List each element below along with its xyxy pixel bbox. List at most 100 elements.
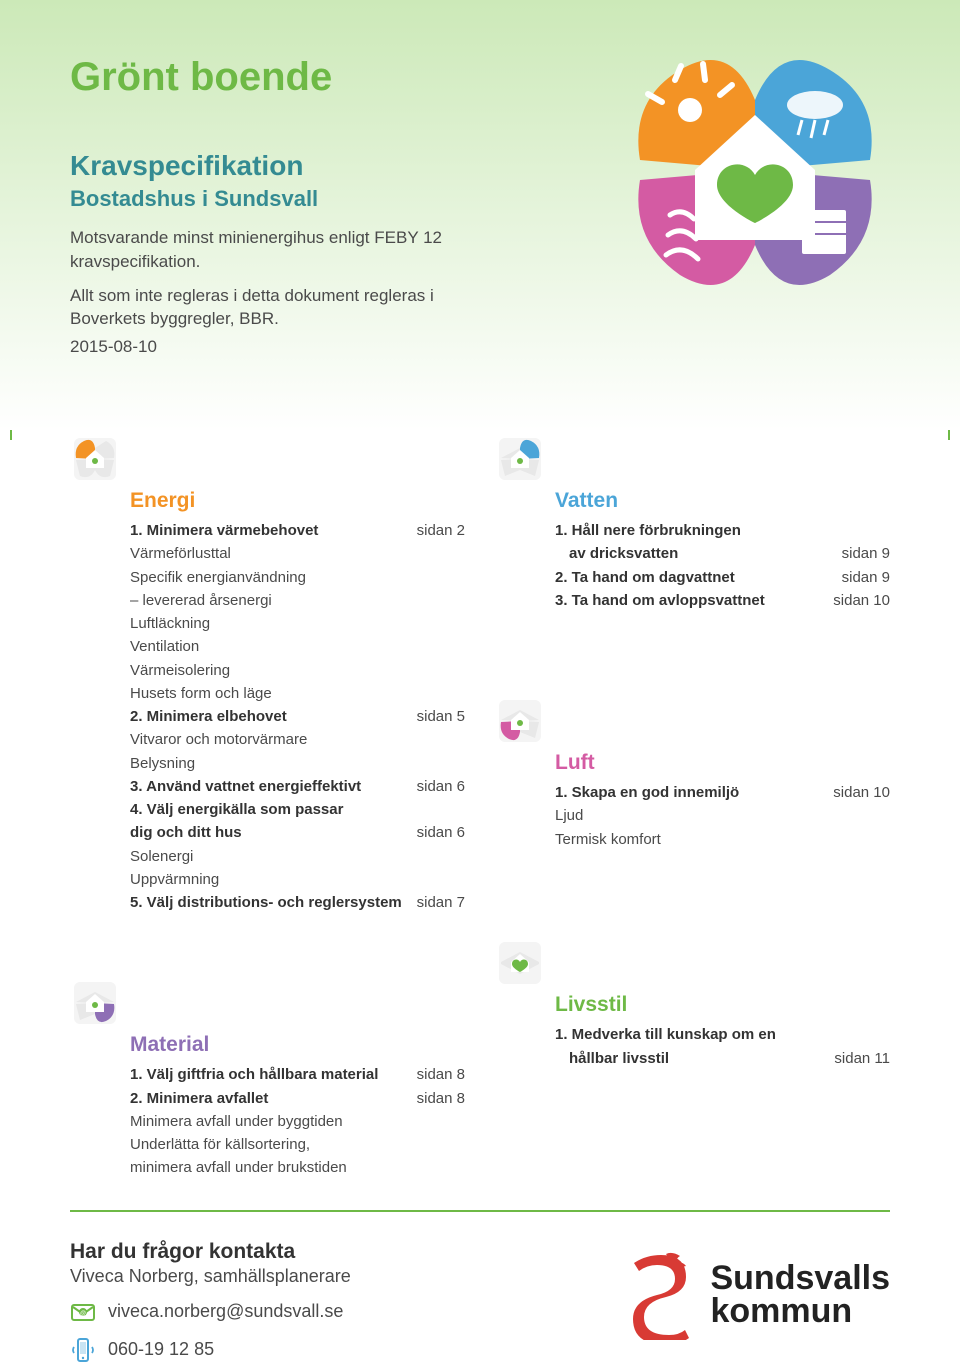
phone-text: 060-19 12 85 bbox=[108, 1339, 214, 1360]
right-column-2: Livsstil 1. Medverka till kunskap om en … bbox=[495, 934, 890, 1179]
vatten-body: 1. Håll nere förbrukningen av dricksvatt… bbox=[555, 519, 890, 612]
toc-label: – levererad årsenergi bbox=[130, 589, 465, 612]
contact-email-row: @ viveca.norberg@sundsvall.se bbox=[70, 1299, 351, 1325]
org-text: Sundsvalls kommun bbox=[710, 1262, 890, 1327]
footer: Har du frågor kontakta Viveca Norberg, s… bbox=[0, 1212, 960, 1363]
left-column-2: Material 1. Välj giftfria och hållbara m… bbox=[70, 934, 465, 1179]
toc-label: 1. Skapa en god innemiljö bbox=[555, 781, 833, 804]
section-vatten: Vatten 1. Håll nere förbrukningen av dri… bbox=[555, 440, 890, 612]
section-luft: Luft 1. Skapa en god innemiljösidan 10Lj… bbox=[555, 702, 890, 851]
toc-row: Termisk komfort bbox=[555, 828, 890, 851]
toc-label: av dricksvatten bbox=[555, 542, 842, 565]
toc-row: Ljud bbox=[555, 804, 890, 827]
livsstil-body: 1. Medverka till kunskap om en hållbar l… bbox=[555, 1023, 890, 1070]
toc-row: Underlätta för källsortering, bbox=[130, 1133, 465, 1156]
toc-row: Minimera avfall under byggtiden bbox=[130, 1110, 465, 1133]
material-icon bbox=[70, 978, 120, 1028]
toc-label: 1. Välj giftfria och hållbara material bbox=[130, 1063, 417, 1086]
toc-row: 1. Skapa en god innemiljösidan 10 bbox=[555, 781, 890, 804]
toc-page: sidan 7 bbox=[417, 891, 465, 914]
toc-row: 1. Håll nere förbrukningen bbox=[555, 519, 890, 542]
toc-row: 4. Välj energikälla som passar bbox=[130, 798, 465, 821]
toc-row: Värmeförlusttal bbox=[130, 542, 465, 565]
toc-row: Solenergi bbox=[130, 845, 465, 868]
toc-label: Termisk komfort bbox=[555, 828, 890, 851]
email-icon: @ bbox=[70, 1299, 96, 1325]
toc-label: Vitvaror och motorvärmare bbox=[130, 728, 465, 751]
toc-row: 2. Minimera elbehovetsidan 5 bbox=[130, 705, 465, 728]
email-text: viveca.norberg@sundsvall.se bbox=[108, 1301, 343, 1322]
livsstil-heading: Livsstil bbox=[555, 993, 890, 1017]
svg-text:@: @ bbox=[80, 1311, 86, 1317]
toc-row: Husets form och läge bbox=[130, 682, 465, 705]
right-column: Vatten 1. Håll nere förbrukningen av dri… bbox=[495, 430, 890, 914]
toc-row: Luftläckning bbox=[130, 612, 465, 635]
toc-row: minimera avfall under brukstiden bbox=[130, 1156, 465, 1179]
toc-label: hållbar livsstil bbox=[555, 1047, 834, 1070]
toc-row: – levererad årsenergi bbox=[130, 589, 465, 612]
vatten-heading: Vatten bbox=[555, 489, 890, 513]
toc-page: sidan 11 bbox=[834, 1047, 890, 1070]
toc-row: 3. Ta hand om avloppsvattnetsidan 10 bbox=[555, 589, 890, 612]
luft-icon bbox=[495, 696, 545, 746]
left-column: Energi 1. Minimera värmebehovetsidan 2Vä… bbox=[70, 430, 465, 914]
energi-heading: Energi bbox=[130, 489, 465, 513]
material-body: 1. Välj giftfria och hållbara materialsi… bbox=[130, 1063, 465, 1179]
toc-row: 2. Minimera avfalletsidan 8 bbox=[130, 1087, 465, 1110]
toc-label: Specifik energianvändning bbox=[130, 566, 465, 589]
toc-page: sidan 10 bbox=[833, 781, 890, 804]
content-grid: Energi 1. Minimera värmebehovetsidan 2Vä… bbox=[0, 430, 960, 914]
toc-label: Luftläckning bbox=[130, 612, 465, 635]
toc-page: sidan 8 bbox=[417, 1087, 465, 1110]
toc-label: minimera avfall under brukstiden bbox=[130, 1156, 465, 1179]
toc-page: sidan 9 bbox=[842, 542, 890, 565]
toc-page: sidan 6 bbox=[417, 775, 465, 798]
toc-label: 2. Minimera elbehovet bbox=[130, 705, 417, 728]
toc-row: 1. Minimera värmebehovetsidan 2 bbox=[130, 519, 465, 542]
header: Grönt boende Kravspecifikation Bostadshu… bbox=[0, 0, 960, 430]
toc-row: Ventilation bbox=[130, 635, 465, 658]
toc-label: Minimera avfall under byggtiden bbox=[130, 1110, 465, 1133]
intro-text-2: Allt som inte regleras i detta dokument … bbox=[70, 284, 490, 332]
section-material: Material 1. Välj giftfria och hållbara m… bbox=[130, 984, 465, 1179]
luft-body: 1. Skapa en god innemiljösidan 10LjudTer… bbox=[555, 781, 890, 851]
vatten-icon bbox=[495, 434, 545, 484]
toc-row: dig och ditt hussidan 6 bbox=[130, 821, 465, 844]
toc-row: hållbar livsstilsidan 11 bbox=[555, 1047, 890, 1070]
toc-row: 1. Medverka till kunskap om en bbox=[555, 1023, 890, 1046]
contact-heading: Har du frågor kontakta bbox=[70, 1240, 351, 1264]
toc-label: 3. Använd vattnet energieffektivt bbox=[130, 775, 417, 798]
toc-label: 5. Välj distributions- och reglersystem bbox=[130, 891, 417, 914]
toc-label: 4. Välj energikälla som passar bbox=[130, 798, 465, 821]
intro-text-1: Motsvarande minst minienergihus enligt F… bbox=[70, 226, 490, 274]
toc-row: 1. Välj giftfria och hållbara materialsi… bbox=[130, 1063, 465, 1086]
content-grid-2: Material 1. Välj giftfria och hållbara m… bbox=[0, 934, 960, 1179]
contact-person: Viveca Norberg, samhällsplanerare bbox=[70, 1266, 351, 1287]
toc-page: sidan 8 bbox=[417, 1063, 465, 1086]
phone-icon bbox=[70, 1337, 96, 1363]
toc-row: Värmeisolering bbox=[130, 659, 465, 682]
contact-block: Har du frågor kontakta Viveca Norberg, s… bbox=[70, 1240, 351, 1363]
toc-row: Specifik energianvändning bbox=[130, 566, 465, 589]
livsstil-icon bbox=[495, 938, 545, 988]
dragon-s-icon bbox=[616, 1250, 696, 1340]
toc-label: Belysning bbox=[130, 752, 465, 775]
energi-body: 1. Minimera värmebehovetsidan 2Värmeförl… bbox=[130, 519, 465, 914]
toc-page: sidan 6 bbox=[417, 821, 465, 844]
toc-label: Värmeförlusttal bbox=[130, 542, 465, 565]
luft-heading: Luft bbox=[555, 751, 890, 775]
toc-label: 2. Ta hand om dagvattnet bbox=[555, 566, 842, 589]
toc-page: sidan 9 bbox=[842, 566, 890, 589]
toc-label: 3. Ta hand om avloppsvattnet bbox=[555, 589, 833, 612]
toc-row: 5. Välj distributions- och reglersystems… bbox=[130, 891, 465, 914]
toc-label: Uppvärmning bbox=[130, 868, 465, 891]
toc-label: 1. Medverka till kunskap om en bbox=[555, 1023, 890, 1046]
date-text: 2015-08-10 bbox=[70, 337, 890, 357]
material-heading: Material bbox=[130, 1033, 465, 1057]
toc-label: Ventilation bbox=[130, 635, 465, 658]
toc-label: dig och ditt hus bbox=[130, 821, 417, 844]
toc-label: 1. Håll nere förbrukningen bbox=[555, 519, 890, 542]
hero-logo-icon bbox=[620, 40, 890, 310]
toc-row: 2. Ta hand om dagvattnetsidan 9 bbox=[555, 566, 890, 589]
toc-label: Värmeisolering bbox=[130, 659, 465, 682]
